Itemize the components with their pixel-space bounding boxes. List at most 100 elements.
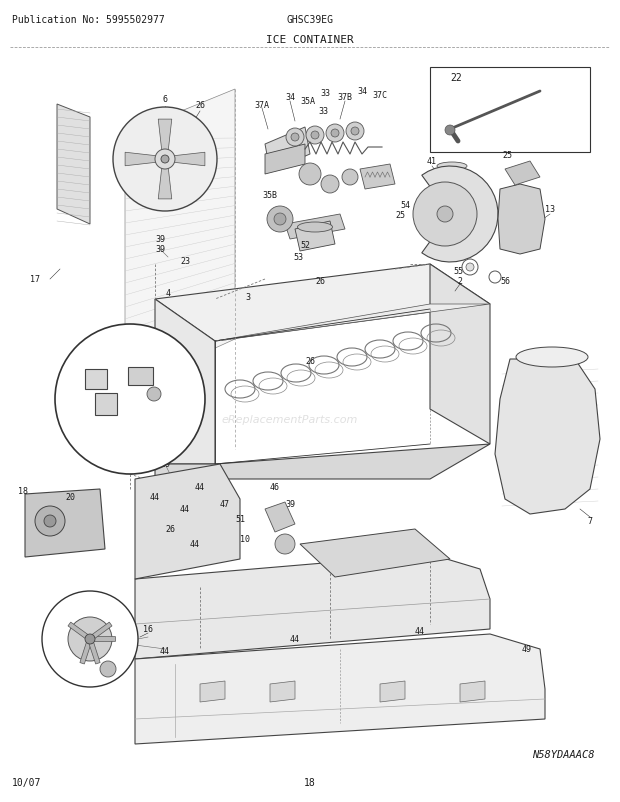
Text: 51: 51 <box>235 515 245 524</box>
Polygon shape <box>200 681 225 702</box>
Text: 16: 16 <box>143 625 153 634</box>
Text: 3: 3 <box>246 294 250 302</box>
Circle shape <box>100 661 116 677</box>
Polygon shape <box>135 464 240 579</box>
Text: 41: 41 <box>427 157 437 166</box>
Polygon shape <box>295 221 335 252</box>
Polygon shape <box>158 167 172 200</box>
Text: 70: 70 <box>173 397 183 406</box>
Circle shape <box>306 127 324 145</box>
Polygon shape <box>265 128 310 172</box>
Polygon shape <box>94 637 115 642</box>
Polygon shape <box>265 502 295 533</box>
Text: 6: 6 <box>162 95 167 104</box>
Text: 33: 33 <box>320 89 330 99</box>
Text: 44: 44 <box>190 540 200 549</box>
Polygon shape <box>68 622 88 638</box>
Text: Publication No: 5995502977: Publication No: 5995502977 <box>12 15 165 25</box>
Text: 17: 17 <box>30 275 40 284</box>
Text: 26: 26 <box>165 525 175 534</box>
Polygon shape <box>360 164 395 190</box>
Circle shape <box>321 176 339 194</box>
Circle shape <box>274 214 286 225</box>
Polygon shape <box>125 153 157 167</box>
Text: 26: 26 <box>305 357 315 366</box>
Text: 26: 26 <box>315 277 325 286</box>
Text: 44: 44 <box>150 493 160 502</box>
Circle shape <box>161 156 169 164</box>
Text: 46: 46 <box>270 483 280 492</box>
Text: 37B: 37B <box>337 93 353 103</box>
Text: 25: 25 <box>502 150 512 160</box>
Circle shape <box>35 506 65 537</box>
Bar <box>430 68 590 153</box>
Circle shape <box>44 516 56 528</box>
Text: 54: 54 <box>400 200 410 209</box>
Circle shape <box>42 591 138 687</box>
Circle shape <box>437 207 453 223</box>
Text: 10: 10 <box>240 535 250 544</box>
Text: 45B: 45B <box>90 415 104 424</box>
Ellipse shape <box>437 163 467 171</box>
Circle shape <box>267 207 293 233</box>
Text: 18: 18 <box>18 487 28 496</box>
Polygon shape <box>460 681 485 702</box>
Circle shape <box>286 129 304 147</box>
Text: 35A: 35A <box>301 96 316 105</box>
Polygon shape <box>430 265 490 444</box>
Text: 49: 49 <box>522 645 532 654</box>
Text: 44: 44 <box>290 634 300 644</box>
Circle shape <box>55 325 205 475</box>
Text: 39: 39 <box>285 500 295 508</box>
Ellipse shape <box>516 347 588 367</box>
Polygon shape <box>25 489 105 557</box>
Text: GHSC39EG: GHSC39EG <box>286 15 334 25</box>
Circle shape <box>299 164 321 186</box>
Text: 7: 7 <box>588 516 593 526</box>
Text: 56: 56 <box>500 277 510 286</box>
Text: 44: 44 <box>195 483 205 492</box>
Bar <box>128 367 153 386</box>
Circle shape <box>291 134 299 142</box>
Text: 50: 50 <box>80 445 90 454</box>
Text: eReplacementParts.com: eReplacementParts.com <box>222 415 358 424</box>
Circle shape <box>68 618 112 661</box>
Text: 45A: 45A <box>118 427 132 436</box>
Circle shape <box>466 264 474 272</box>
Polygon shape <box>80 642 91 664</box>
Circle shape <box>342 170 358 186</box>
Text: 33: 33 <box>318 107 328 116</box>
Text: 37A: 37A <box>254 100 270 109</box>
Polygon shape <box>285 215 345 240</box>
Text: ICE CONTAINER: ICE CONTAINER <box>266 35 354 45</box>
Polygon shape <box>505 162 540 186</box>
Polygon shape <box>57 105 90 225</box>
Text: 34: 34 <box>357 87 367 95</box>
Polygon shape <box>380 681 405 702</box>
Polygon shape <box>155 265 490 342</box>
Polygon shape <box>422 167 498 263</box>
Text: 25: 25 <box>395 210 405 219</box>
Circle shape <box>413 183 477 247</box>
Polygon shape <box>135 634 545 744</box>
Text: 26: 26 <box>195 100 205 109</box>
Text: 2: 2 <box>458 277 463 286</box>
Polygon shape <box>265 145 305 175</box>
Circle shape <box>113 107 217 212</box>
Ellipse shape <box>298 223 332 233</box>
Text: 47: 47 <box>220 500 230 508</box>
Text: 39: 39 <box>155 235 165 244</box>
Text: 18: 18 <box>304 777 316 787</box>
Text: 45: 45 <box>75 401 85 410</box>
Text: 45C: 45C <box>80 362 94 371</box>
Polygon shape <box>498 184 545 255</box>
Text: 44: 44 <box>180 505 190 514</box>
Text: 45D: 45D <box>121 357 135 366</box>
Text: 22: 22 <box>450 73 462 83</box>
Text: 4: 4 <box>166 290 171 298</box>
Polygon shape <box>92 622 112 638</box>
Polygon shape <box>89 642 100 664</box>
Polygon shape <box>300 529 450 577</box>
Text: 44: 44 <box>160 646 170 656</box>
Text: 20: 20 <box>65 493 75 502</box>
